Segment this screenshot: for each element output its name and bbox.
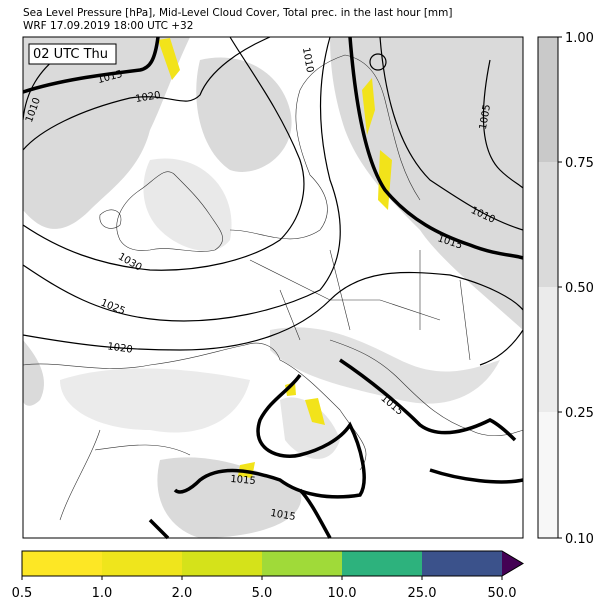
- colorbar-segment: [538, 37, 558, 162]
- colorbar-segment: [182, 551, 262, 576]
- colorbar-frame: [21, 550, 524, 577]
- contour-label: 1020: [107, 341, 134, 355]
- tick-label: 0.75: [565, 156, 594, 171]
- colorbar-segment: [22, 551, 102, 576]
- coastlines: [22, 54, 524, 521]
- contour-label: 1020: [135, 90, 162, 105]
- tick-label: 5.0: [252, 586, 273, 601]
- tick-label: 10.0: [328, 586, 357, 601]
- contour-label: 1015: [269, 508, 296, 523]
- contour-label: 1010: [300, 47, 315, 74]
- tick-label: 1.00: [565, 31, 594, 46]
- colorbar-segment: [538, 287, 558, 412]
- colorbar-segment: [342, 551, 422, 576]
- subtitle: WRF 17.09.2019 18:00 UTC +32: [23, 20, 193, 32]
- colorbar-segment: [538, 412, 558, 538]
- time-label: 02 UTC Thu: [33, 47, 108, 62]
- colorbar-segment: [422, 551, 502, 576]
- colorbar-segment: [538, 162, 558, 287]
- precipitation: [158, 38, 392, 478]
- contour-label: 1005: [478, 104, 493, 131]
- cloud-colorbar: 1.00 0.75 0.50 0.25 0.10: [537, 31, 594, 547]
- tick-label: 1.0: [92, 586, 113, 601]
- tick-label: 0.10: [565, 532, 594, 547]
- tick-label: 0.25: [565, 406, 594, 421]
- isobars: [22, 36, 524, 540]
- cloud-cover: [23, 37, 523, 538]
- precip-colorbar: 0.5 1.0 2.0 5.0 10.0 25.0 50.0: [12, 550, 524, 601]
- contour-label: 1015: [230, 474, 256, 487]
- title: Sea Level Pressure [hPa], Mid-Level Clou…: [23, 7, 453, 19]
- tick-label: 0.50: [565, 281, 594, 296]
- tick-label: 25.0: [408, 586, 437, 601]
- tick-label: 2.0: [172, 586, 193, 601]
- map: 1015 1020 1010 1030 1025 1020 1005 1010 …: [22, 36, 524, 540]
- colorbar-segment: [102, 551, 182, 576]
- tick-label: 0.5: [12, 586, 33, 601]
- colorbar-segment: [262, 551, 342, 576]
- tick-label: 50.0: [488, 586, 517, 601]
- colorbar-extension: [502, 551, 523, 576]
